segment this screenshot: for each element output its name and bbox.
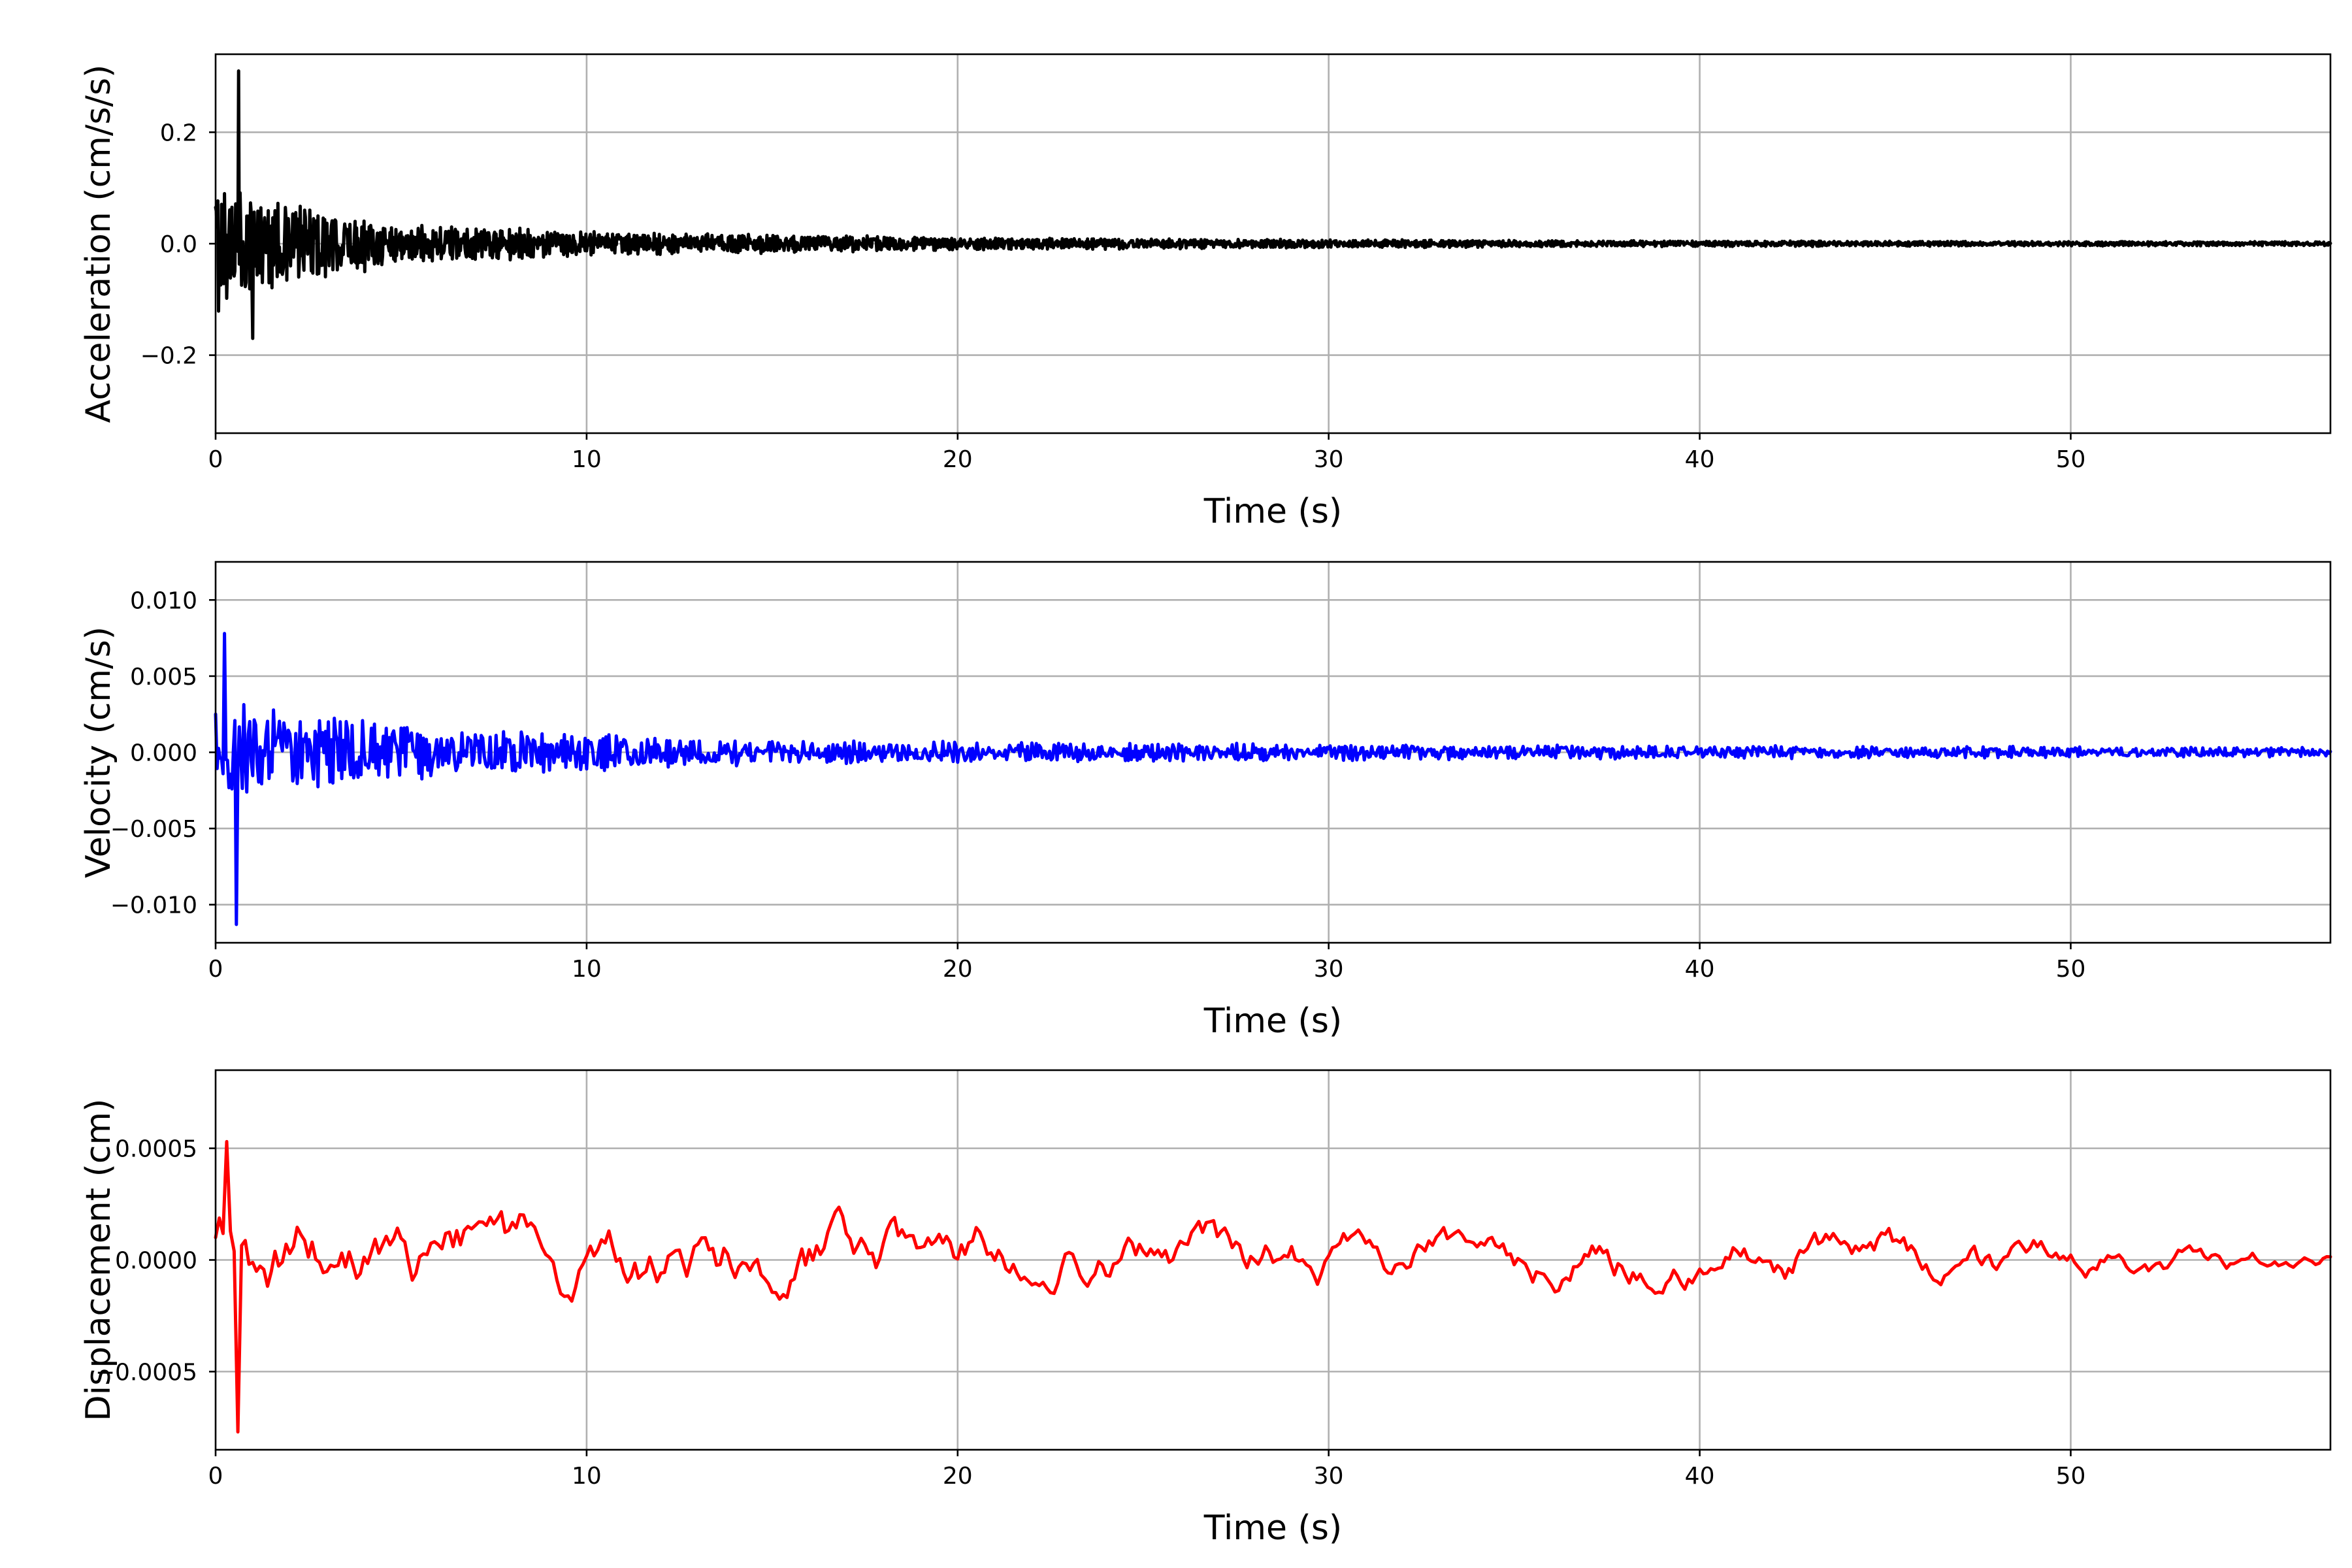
x-tick-label: 40 bbox=[1685, 956, 1715, 983]
x-tick-label: 30 bbox=[1314, 956, 1344, 983]
subplot-velocity: 0 10 20 30 40 50 0.010 0.005 0.000 −0.005 −0.010 Ti… bbox=[79, 561, 2332, 1041]
y-tick-label: 0.010 bbox=[130, 587, 197, 614]
x-tick-label: 20 bbox=[943, 446, 973, 473]
y-tick-label: 0.0005 bbox=[115, 1136, 197, 1163]
y-tick-label: −0.010 bbox=[110, 892, 197, 919]
x-tick-label: 20 bbox=[943, 956, 973, 983]
x-axis-label: Time (s) bbox=[1203, 1509, 1342, 1548]
x-tick-label: 0 bbox=[208, 956, 223, 983]
x-tick-label: 10 bbox=[572, 446, 602, 473]
x-tick-label: 10 bbox=[572, 1463, 602, 1490]
y-tick-label: 0.0000 bbox=[115, 1248, 197, 1275]
x-tick-label: 50 bbox=[2056, 1463, 2086, 1490]
y-tick-label: −0.005 bbox=[110, 816, 197, 843]
y-tick-label: 0.2 bbox=[160, 120, 197, 146]
y-axis-label: Acceleration (cm/s/s) bbox=[79, 65, 118, 423]
subplot-displacement: 0 10 20 30 40 50 0.0005 0.0000 −0.0005 Time (s) Di… bbox=[79, 1069, 2332, 1548]
y-tick-label: −0.2 bbox=[140, 343, 197, 370]
x-tick-label: 30 bbox=[1314, 446, 1344, 473]
y-tick-label: 0.000 bbox=[130, 740, 197, 767]
series-line-displacement bbox=[214, 1139, 2332, 1434]
x-tick-label: 50 bbox=[2056, 446, 2086, 473]
x-tick-label: 50 bbox=[2056, 956, 2086, 983]
y-tick-label: 0.0 bbox=[160, 231, 197, 258]
x-tick-label: 0 bbox=[208, 446, 223, 473]
subplot-acceleration: 0 10 20 30 40 50 0.2 0.0 −0.2 Time (s) Acceleratio… bbox=[79, 53, 2332, 531]
x-tick-label: 30 bbox=[1314, 1463, 1344, 1490]
series-line-velocity bbox=[214, 632, 2332, 926]
x-axis-label: Time (s) bbox=[1203, 1002, 1342, 1041]
x-tick-label: 20 bbox=[943, 1463, 973, 1490]
x-tick-label: 0 bbox=[208, 1463, 223, 1490]
y-tick-label: −0.0005 bbox=[95, 1359, 197, 1386]
x-tick-label: 40 bbox=[1685, 446, 1715, 473]
series-line-acceleration bbox=[214, 69, 2332, 340]
y-axis-label: Velocity (cm/s) bbox=[79, 627, 118, 878]
x-tick-label: 10 bbox=[572, 956, 602, 983]
x-axis-label: Time (s) bbox=[1203, 492, 1342, 531]
y-tick-label: 0.005 bbox=[130, 664, 197, 691]
x-tick-label: 40 bbox=[1685, 1463, 1715, 1490]
y-axis-label: Displacement (cm) bbox=[79, 1099, 118, 1422]
